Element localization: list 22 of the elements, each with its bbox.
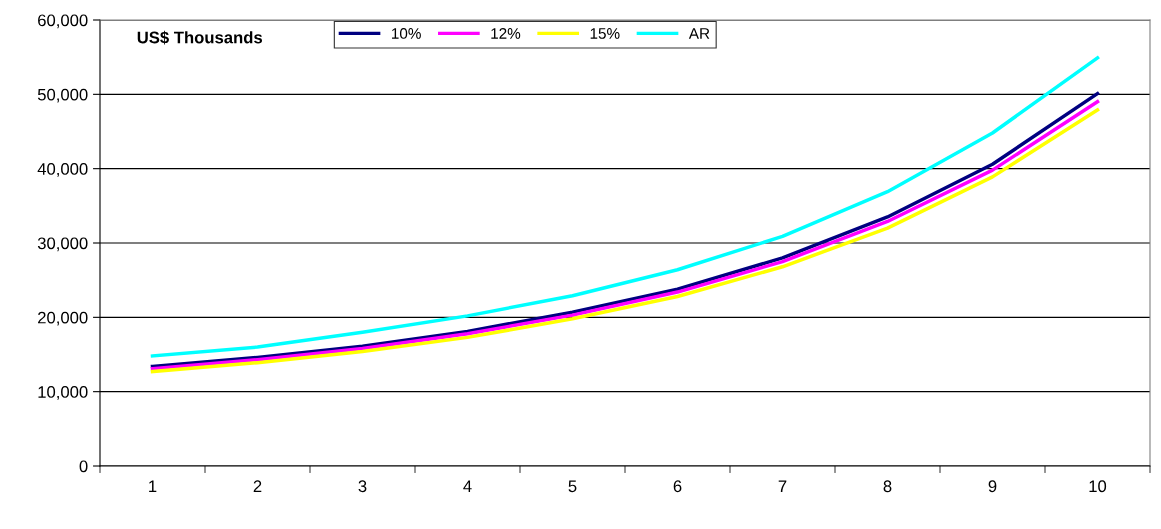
x-tick-label: 9: [988, 480, 997, 493]
text: US$ Thousands: [137, 30, 263, 45]
x-tick-label: 7: [778, 480, 787, 492]
y-tick-label: 50,000: [37, 88, 88, 103]
y-tick-label: 30,000: [37, 237, 88, 252]
y-tick-label: 20,000: [38, 311, 88, 326]
x-tick-label: 6: [673, 480, 682, 493]
y-tick-label: 10,000: [38, 386, 88, 400]
y-tick-label: 0: [79, 460, 88, 473]
y-tick-label: 60,000: [38, 14, 88, 29]
legend-label: 15%: [590, 28, 620, 39]
x-tick-label: 10: [1089, 480, 1107, 493]
legend-label: 12%: [491, 28, 521, 39]
x-tick-label: 1: [149, 480, 157, 492]
x-tick-label: 3: [358, 480, 367, 493]
x-tick-label: 5: [568, 480, 577, 493]
x-tick-label: 2: [253, 480, 262, 492]
x-tick-label: 4: [463, 480, 472, 492]
y-tick-label: 40,000: [37, 163, 88, 177]
x-tick-label: 8: [883, 480, 892, 493]
legend-label: AR: [688, 28, 710, 39]
legend-label: 10%: [392, 28, 421, 39]
